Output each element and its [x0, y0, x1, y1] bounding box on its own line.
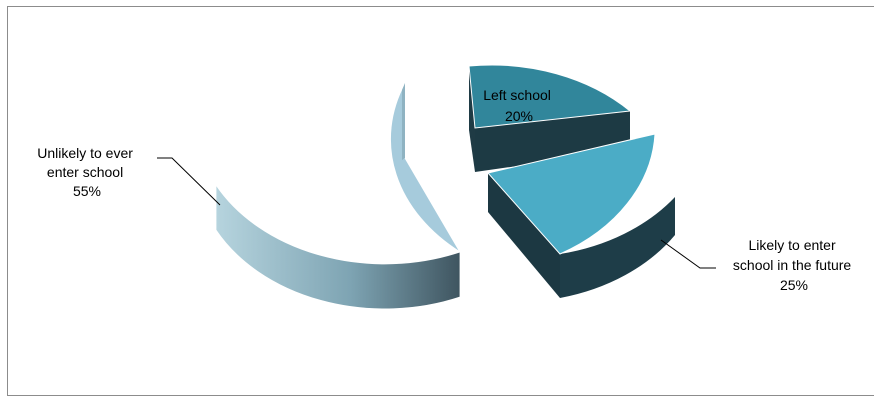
leader-line-likely [660, 239, 716, 269]
label-likely: Likely to enter school in the future 25% [733, 237, 855, 293]
pie-slice-likely-outer-side [560, 197, 675, 298]
label-left-school-value: 20% [505, 108, 533, 124]
label-unlikely-line1: Unlikely to ever [37, 145, 133, 161]
pie-slice-unlikely-cut [402, 83, 405, 160]
label-left-school-line1: Left school [483, 87, 551, 103]
label-unlikely: Unlikely to ever enter school 55% [37, 145, 137, 199]
leader-line-unlikely [157, 157, 221, 206]
pie-slice-unlikely-side [215, 183, 461, 310]
chart-frame [7, 6, 874, 396]
pie-chart: Left school 20% Unlikely to ever enter s… [37, 64, 855, 310]
label-likely-line2: school in the future [733, 257, 852, 273]
label-unlikely-line2: enter school [47, 164, 123, 180]
pie-slice-left-school [468, 64, 632, 172]
pie-slice-likely-top [487, 133, 656, 255]
label-left-school: Left school 20% [483, 87, 555, 124]
pie-slice-unlikely-top [389, 82, 461, 253]
pie-slice-likely [487, 133, 675, 298]
label-unlikely-value: 55% [73, 183, 101, 199]
label-likely-line1: Likely to enter [748, 237, 835, 253]
pie-slice-left-side-front [475, 111, 630, 172]
pie-slice-unlikely [215, 82, 461, 310]
label-likely-value: 25% [780, 277, 808, 293]
pie-slice-likely-inner-side [488, 173, 560, 298]
pie-slice-left-side [469, 66, 475, 172]
pie-slice-left-top [468, 64, 632, 129]
